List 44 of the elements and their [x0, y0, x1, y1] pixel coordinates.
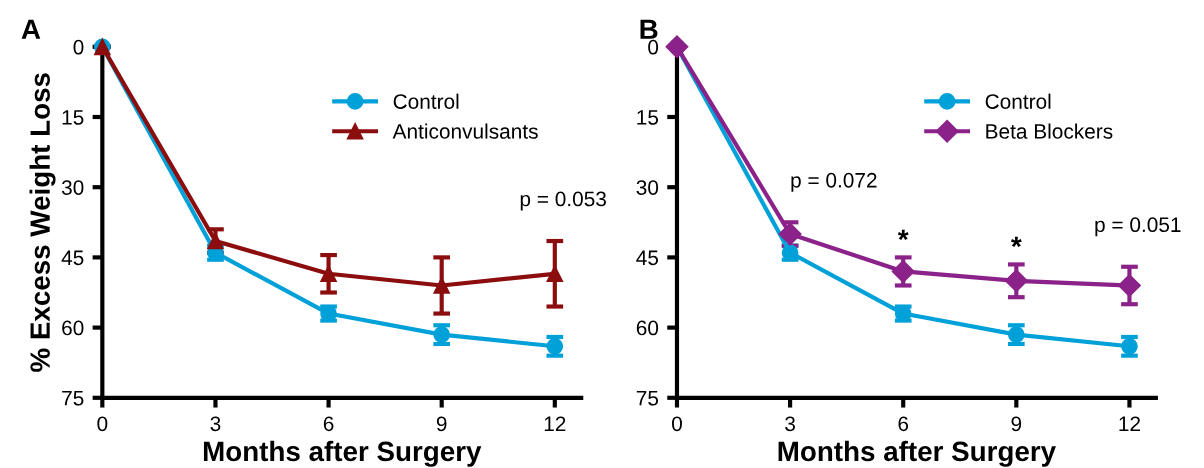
- annotation: *: [1011, 236, 1022, 248]
- y-axis-title: % Excess Weight Loss: [29, 73, 56, 372]
- legend-label: Control: [985, 93, 1051, 109]
- x-tick-label: 12: [1119, 416, 1140, 431]
- x-axis-title: Months after Surgery: [203, 440, 482, 467]
- point: [546, 265, 564, 283]
- point: [1007, 326, 1025, 343]
- point: [320, 265, 337, 283]
- x-tick-label: 3: [210, 416, 221, 432]
- y-tick-label: 60: [62, 320, 84, 336]
- annotation: *: [897, 229, 909, 241]
- point: [433, 277, 451, 294]
- legend-label: Anticonvulsants: [392, 123, 538, 139]
- x-tick-label: 6: [898, 416, 909, 432]
- point: [1004, 269, 1028, 293]
- y-tick-label: 15: [62, 110, 84, 125]
- legend-label: Beta Blockers: [986, 123, 1113, 139]
- annotation: p = 0.072: [791, 172, 877, 192]
- y-tick-label: 45: [61, 250, 84, 266]
- point: [891, 259, 915, 283]
- point: [1117, 273, 1141, 297]
- x-tick-label: 0: [672, 416, 682, 432]
- x-tick-label: 12: [544, 416, 566, 431]
- x-tick-label: 9: [1011, 416, 1022, 432]
- y-tick-label: 0: [73, 39, 84, 55]
- x-tick-label: 0: [97, 416, 108, 432]
- y-tick-label: 0: [648, 39, 659, 55]
- chart-title: A: [21, 19, 41, 39]
- chart-title: B: [640, 19, 658, 39]
- x-axis-title: Months after Surgery: [778, 440, 1056, 467]
- y-tick-label: 30: [636, 180, 659, 195]
- annotation: p = 0.051: [1095, 217, 1181, 237]
- x-tick-label: 3: [785, 416, 795, 432]
- y-tick-label: 75: [62, 391, 84, 406]
- x-tick-label: 6: [323, 416, 334, 432]
- y-tick-label: 15: [637, 110, 659, 125]
- y-tick-label: 60: [636, 320, 659, 336]
- y-tick-label: 75: [636, 391, 659, 406]
- y-tick-label: 30: [61, 180, 84, 195]
- y-tick-label: 45: [636, 250, 659, 266]
- point: [433, 326, 451, 343]
- legend-label: Control: [393, 93, 459, 109]
- x-tick-label: 9: [436, 416, 447, 432]
- annotation: p = 0.053: [520, 191, 606, 211]
